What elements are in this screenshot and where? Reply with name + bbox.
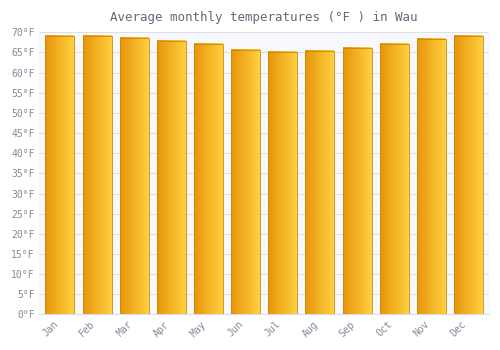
Bar [268, 52, 297, 315]
Bar [120, 38, 148, 315]
Bar [231, 50, 260, 315]
Bar [82, 36, 112, 315]
Title: Average monthly temperatures (°F ) in Wau: Average monthly temperatures (°F ) in Wa… [110, 11, 418, 24]
Bar [46, 36, 74, 315]
Bar [157, 41, 186, 315]
Bar [417, 39, 446, 315]
Bar [194, 44, 223, 315]
Bar [380, 44, 408, 315]
Bar [342, 48, 372, 315]
Bar [454, 36, 483, 315]
Bar [306, 51, 334, 315]
